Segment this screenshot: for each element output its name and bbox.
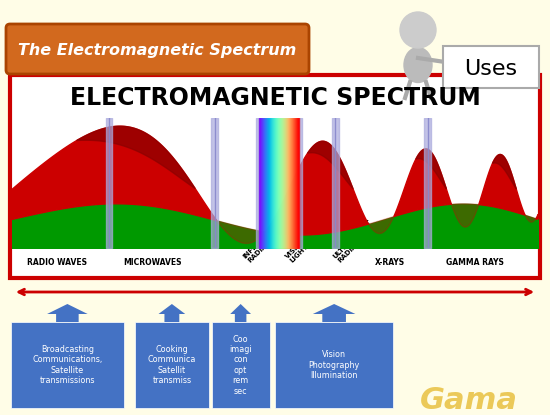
Polygon shape xyxy=(313,304,355,322)
FancyBboxPatch shape xyxy=(443,46,539,88)
Polygon shape xyxy=(158,304,185,322)
Text: Vision
Photography
Illumination: Vision Photography Illumination xyxy=(309,350,360,380)
Text: RADIO WAVES: RADIO WAVES xyxy=(27,258,87,267)
FancyBboxPatch shape xyxy=(135,322,209,408)
FancyBboxPatch shape xyxy=(212,322,270,408)
Text: Broadcasting
Communications,
Satellite
transmissions: Broadcasting Communications, Satellite t… xyxy=(32,345,102,385)
FancyBboxPatch shape xyxy=(11,322,124,408)
Text: VISIBLE
LIGHT: VISIBLE LIGHT xyxy=(284,234,314,264)
Text: Gama: Gama xyxy=(420,386,518,415)
Text: Coo
imagi
con
opt
rem
sec: Coo imagi con opt rem sec xyxy=(229,334,252,395)
Ellipse shape xyxy=(404,47,432,83)
Text: MICROWAVES: MICROWAVES xyxy=(123,258,182,267)
Text: X-RAYS: X-RAYS xyxy=(375,258,405,267)
Text: GAMMA RAYS: GAMMA RAYS xyxy=(446,258,504,267)
Circle shape xyxy=(400,12,436,48)
Text: ELECTROMAGNETIC SPECTRUM: ELECTROMAGNETIC SPECTRUM xyxy=(70,86,480,110)
Text: Cooking
Communica
Satellit
transmiss: Cooking Communica Satellit transmiss xyxy=(148,345,196,385)
FancyBboxPatch shape xyxy=(10,75,540,278)
FancyBboxPatch shape xyxy=(6,24,309,74)
Text: The Electromagnetic Spectrum: The Electromagnetic Spectrum xyxy=(18,44,296,59)
Text: Uses: Uses xyxy=(464,59,518,79)
Polygon shape xyxy=(47,304,87,322)
Polygon shape xyxy=(230,304,251,322)
Text: INFRARED
RADIATION: INFRARED RADIATION xyxy=(242,225,282,264)
FancyBboxPatch shape xyxy=(275,322,393,408)
Text: ULTRAVIOLET
RADIATION: ULTRAVIOLET RADIATION xyxy=(332,218,378,264)
